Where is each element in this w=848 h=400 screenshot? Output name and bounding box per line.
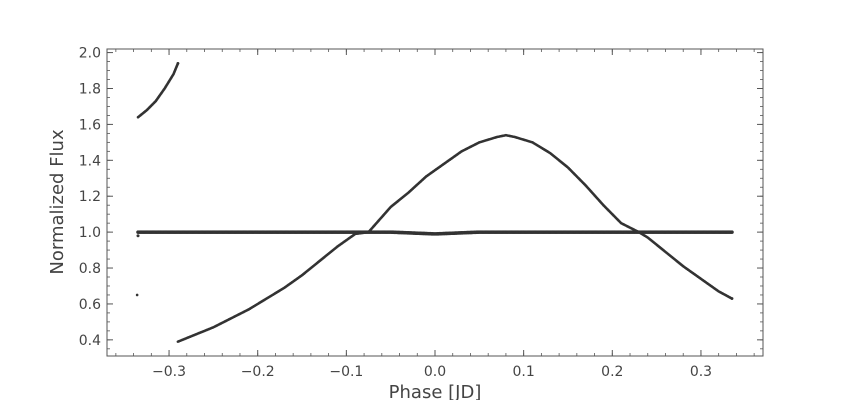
- series-1: [176, 133, 734, 343]
- x-axis-title: Phase [JD]: [389, 382, 482, 400]
- data-points: [135, 61, 734, 343]
- y-tick-label: 2.0: [79, 46, 101, 62]
- y-tick-label: 1.2: [79, 189, 101, 205]
- y-axis-ticks: 0.4 0.6 0.8 1.0 1.2 1.4 1.6 1.8 2.0: [79, 46, 763, 350]
- y-tick-label: 1.8: [79, 81, 101, 97]
- x-tick-label: −0.3: [152, 364, 186, 380]
- x-axis-ticks: −0.3 −0.2 −0.1 0.0 0.1 0.2 0.3: [115, 49, 755, 380]
- y-tick-label: 0.8: [79, 261, 101, 277]
- y-tick-label: 1.4: [79, 153, 101, 169]
- x-tick-label: 0.2: [601, 364, 623, 380]
- series-2: [136, 61, 180, 119]
- data-point: [176, 61, 180, 65]
- x-tick-label: 0.0: [424, 364, 446, 380]
- y-axis-title: Normalized Flux: [47, 129, 68, 275]
- series-0: [136, 230, 734, 236]
- x-tick-label: 0.3: [690, 364, 712, 380]
- data-point: [730, 230, 734, 234]
- y-tick-label: 0.4: [79, 333, 101, 349]
- plot-area: [106, 48, 764, 357]
- y-tick-label: 0.6: [79, 297, 101, 313]
- series-3: [135, 234, 140, 297]
- data-point: [136, 234, 140, 238]
- x-tick-label: −0.2: [241, 364, 275, 380]
- data-point: [135, 293, 139, 297]
- x-tick-label: 0.1: [513, 364, 535, 380]
- y-tick-label: 1.6: [79, 117, 101, 133]
- x-tick-label: −0.1: [329, 364, 363, 380]
- data-point: [730, 297, 734, 300]
- y-tick-label: 1.0: [79, 225, 101, 241]
